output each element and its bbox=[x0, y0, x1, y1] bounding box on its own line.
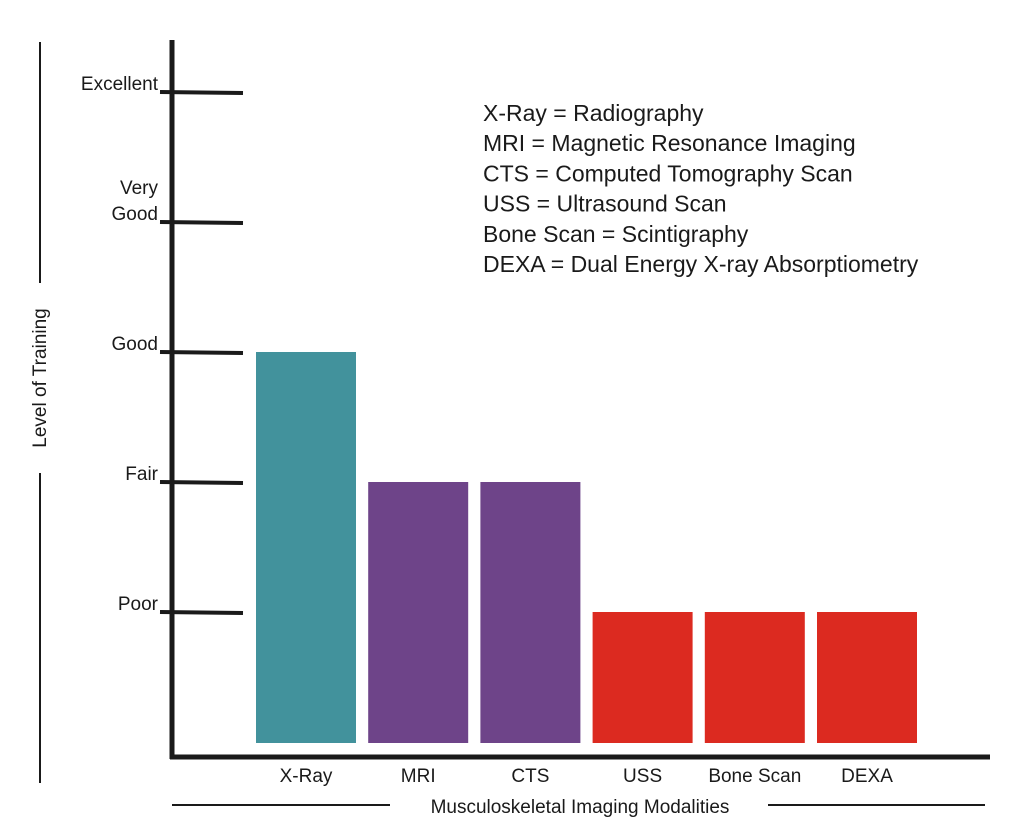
legend-entry: X-Ray = Radiography bbox=[483, 100, 704, 126]
legend-entry: USS = Ultrasound Scan bbox=[483, 191, 727, 217]
y-tick-label: Very Good bbox=[112, 178, 159, 225]
bars bbox=[256, 352, 917, 743]
x-tick-label: DEXA bbox=[841, 766, 893, 787]
legend-entry: DEXA = Dual Energy X-ray Absorptiometry bbox=[483, 251, 919, 277]
x-tick-label: CTS bbox=[511, 766, 549, 787]
bar-bone-scan bbox=[704, 612, 805, 743]
bar-dexa bbox=[817, 612, 917, 743]
bar-cts bbox=[480, 482, 581, 743]
bar-uss bbox=[592, 612, 693, 743]
legend: X-Ray = Radiography MRI = Magnetic Resona… bbox=[483, 100, 919, 277]
x-tick-label: Bone Scan bbox=[708, 766, 801, 787]
x-tick-labels: X-Ray MRI CTS USS Bone Scan DEXA bbox=[280, 766, 894, 787]
x-axis-title: Musculoskeletal Imaging Modalities bbox=[431, 797, 730, 818]
y-tick-label: Poor bbox=[118, 594, 159, 615]
bar-x-ray bbox=[256, 352, 356, 743]
legend-entry: Bone Scan = Scintigraphy bbox=[483, 221, 749, 247]
legend-entry: MRI = Magnetic Resonance Imaging bbox=[483, 130, 856, 156]
x-tick-label: X-Ray bbox=[280, 766, 333, 787]
y-ticks: Poor Fair Good Very Good Excellent bbox=[81, 74, 244, 615]
y-tick-label: Excellent bbox=[81, 74, 159, 95]
y-axis-title: Level of Training bbox=[30, 308, 51, 447]
bar-mri bbox=[368, 482, 469, 743]
x-tick-label: MRI bbox=[401, 766, 436, 787]
y-tick-label: Fair bbox=[125, 464, 158, 485]
y-tick-label: Good bbox=[112, 334, 158, 355]
legend-entry: CTS = Computed Tomography Scan bbox=[483, 160, 853, 186]
x-tick-label: USS bbox=[623, 766, 662, 787]
